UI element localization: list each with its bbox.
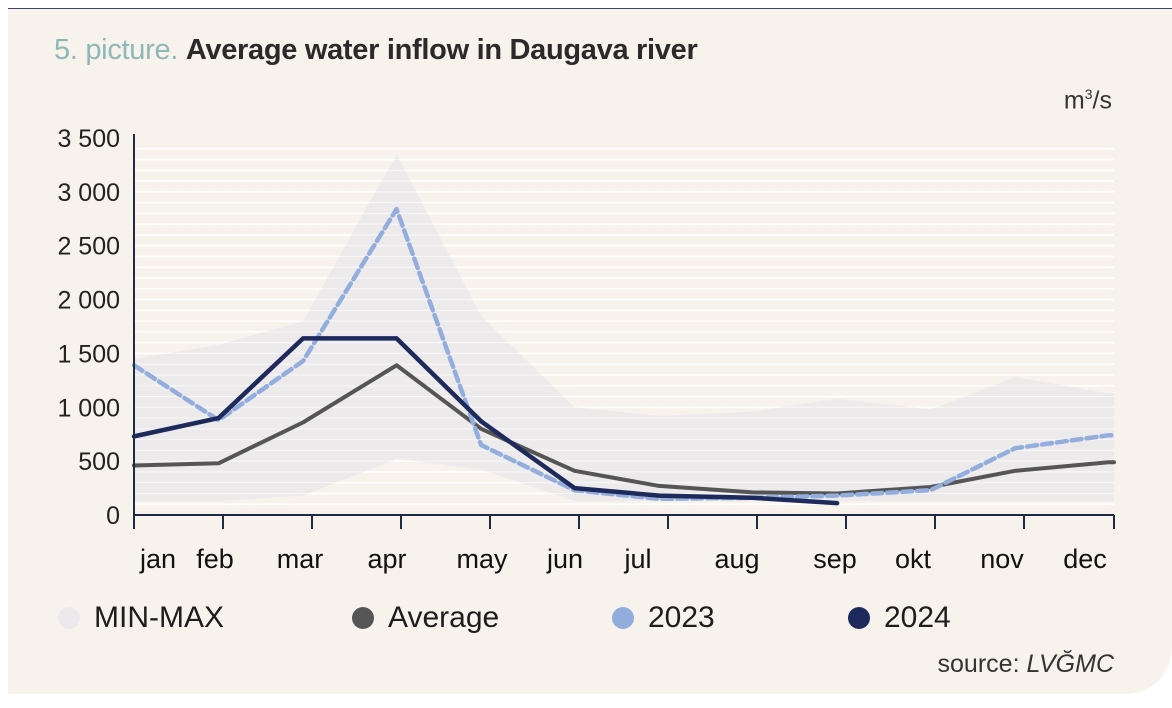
y-tick-label: 500 — [78, 448, 120, 476]
x-tick-label: okt — [895, 544, 932, 574]
x-tick-label: dec — [1063, 544, 1107, 574]
x-tick-label: mar — [277, 544, 324, 574]
x-tick-label: jan — [139, 544, 176, 574]
legend-2024-label: 2024 — [884, 601, 951, 634]
unit-base: m — [1063, 86, 1085, 115]
top-rule — [8, 8, 1172, 9]
legend-2024: 2024 — [848, 598, 951, 638]
y-tick-label: 3 000 — [57, 179, 120, 207]
source-label: source: — [937, 650, 1020, 678]
x-tick-label: jul — [623, 544, 651, 574]
legend-minmax: MIN-MAX — [58, 598, 224, 638]
source-name: LVĞMC — [1026, 650, 1114, 678]
x-tick-label: jun — [546, 544, 583, 574]
legend-2023: 2023 — [612, 598, 715, 638]
y-tick-label: 2 500 — [57, 233, 120, 261]
series-2024-line — [131, 336, 840, 506]
source-note: source: LVĞMC — [938, 650, 1114, 679]
x-tick-label: sep — [813, 544, 857, 574]
minmax-band — [134, 154, 1114, 501]
y-tick-label: 1 000 — [57, 394, 120, 422]
unit-tail: /s — [1092, 86, 1112, 115]
legend-average-swatch — [352, 607, 374, 629]
legend-average: Average — [352, 598, 499, 638]
y-tick-label: 2 000 — [57, 287, 120, 315]
legend-2023-swatch — [612, 607, 634, 629]
title-text: Average water inflow in Daugava river — [185, 34, 698, 66]
legend-minmax-label: MIN-MAX — [94, 601, 224, 634]
title-prefix: 5. picture. — [54, 34, 179, 66]
legend-2023-label: 2023 — [648, 601, 715, 634]
legend-average-label: Average — [388, 601, 500, 634]
chart-title: 5. picture. Average water inflow in Daug… — [54, 30, 698, 70]
unit-sup: 3 — [1084, 86, 1093, 102]
x-tick-label: nov — [980, 544, 1024, 574]
unit-label: m3/s — [1064, 86, 1112, 115]
x-tick-label: feb — [196, 544, 234, 574]
x-tick-label: apr — [367, 544, 406, 574]
average-line — [132, 363, 1116, 496]
legend-minmax-swatch — [58, 607, 80, 629]
y-tick-label: 0 — [106, 502, 120, 530]
x-tick-label: aug — [714, 544, 759, 574]
series-2023-line — [131, 206, 1117, 502]
y-tick-label: 1 500 — [57, 340, 120, 368]
x-tick-label: may — [456, 544, 508, 574]
y-tick-label: 3 500 — [57, 125, 120, 153]
legend-2024-swatch — [848, 607, 870, 629]
